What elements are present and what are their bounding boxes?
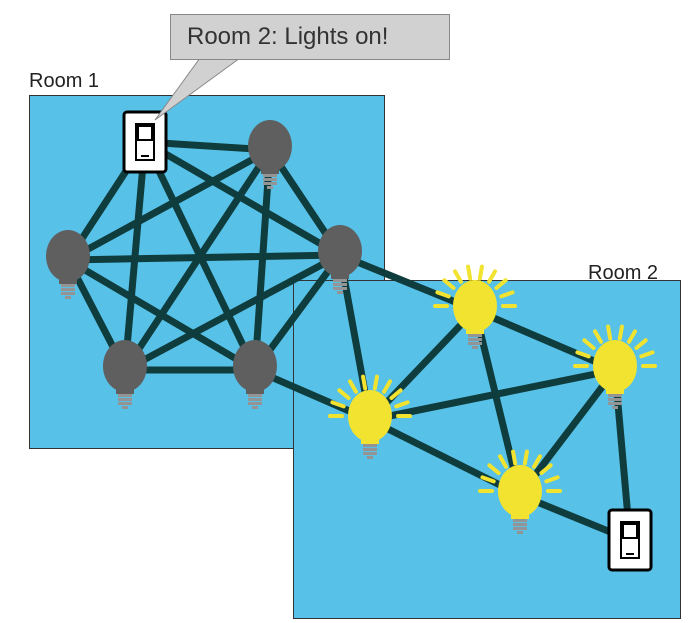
speech-text: Room 2: Lights on!: [187, 23, 388, 50]
speech-tail: [0, 0, 696, 623]
speech-bubble: Room 2: Lights on!: [170, 14, 450, 60]
